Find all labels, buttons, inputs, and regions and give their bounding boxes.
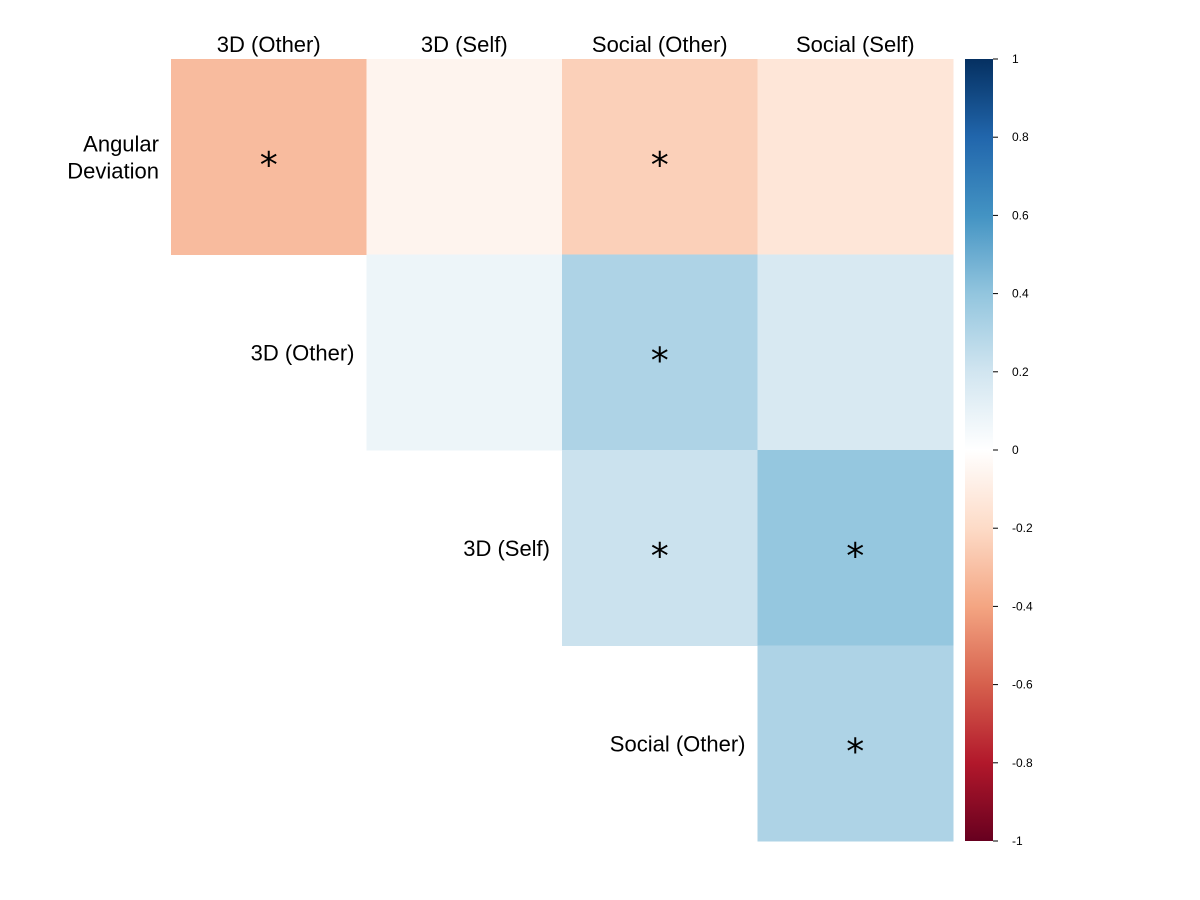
row-label: 3D (Self) <box>463 536 550 561</box>
heatmap-cell <box>757 59 954 255</box>
heatmap-cell <box>171 59 367 255</box>
colorbar-tick-label: 0.4 <box>1012 287 1029 301</box>
colorbar-tick-label: -0.2 <box>1012 521 1033 535</box>
significance-star: * <box>260 145 278 186</box>
significance-star: * <box>651 340 669 381</box>
colorbar-tick-label: -0.8 <box>1012 756 1033 770</box>
row-labels: Angular Deviation 3D (Other) 3D (Self) Socia… <box>67 131 745 756</box>
colorbar-tick-label: -0.4 <box>1012 599 1033 613</box>
colorbar-tick-label: -0.6 <box>1012 678 1033 692</box>
heatmap-cell <box>366 254 563 451</box>
heatmap-cells <box>171 59 954 842</box>
heatmap-cell <box>366 59 563 255</box>
column-label: Social (Other) <box>592 32 728 57</box>
significance-star: * <box>846 731 864 772</box>
heatmap-cell <box>757 254 954 451</box>
significance-star: * <box>651 145 669 186</box>
row-label: Social (Other) <box>610 731 746 756</box>
column-label: 3D (Self) <box>421 32 508 57</box>
colorbar: 1 0.8 0.6 0.4 0.2 0 -0.2 -0.4 -0.6 -0.8 -1 <box>965 52 1033 848</box>
row-label: Angular Deviation <box>67 131 159 183</box>
significance-star: * <box>846 536 864 577</box>
colorbar-tick-label: 0 <box>1012 443 1019 457</box>
heatmap-cell <box>562 450 758 646</box>
significance-star: * <box>651 536 669 577</box>
heatmap-cell <box>757 450 954 646</box>
row-label: 3D (Other) <box>251 340 355 365</box>
colorbar-tick-label: 0.8 <box>1012 130 1029 144</box>
colorbar-tick-label: 0.2 <box>1012 365 1029 379</box>
column-label: 3D (Other) <box>217 32 321 57</box>
colorbar-gradient <box>965 59 993 841</box>
heatmap-cell <box>757 645 954 842</box>
colorbar-tick-label: 1 <box>1012 52 1019 66</box>
heatmap-cell <box>562 254 758 451</box>
column-label: Social (Self) <box>796 32 915 57</box>
colorbar-tick-label: -1 <box>1012 834 1023 848</box>
significance-markers: * * * * * * <box>260 145 865 773</box>
heatmap-cell <box>562 59 758 255</box>
column-labels: 3D (Other) 3D (Self) Social (Other) Social … <box>217 32 915 57</box>
colorbar-tick-label: 0.6 <box>1012 208 1029 222</box>
